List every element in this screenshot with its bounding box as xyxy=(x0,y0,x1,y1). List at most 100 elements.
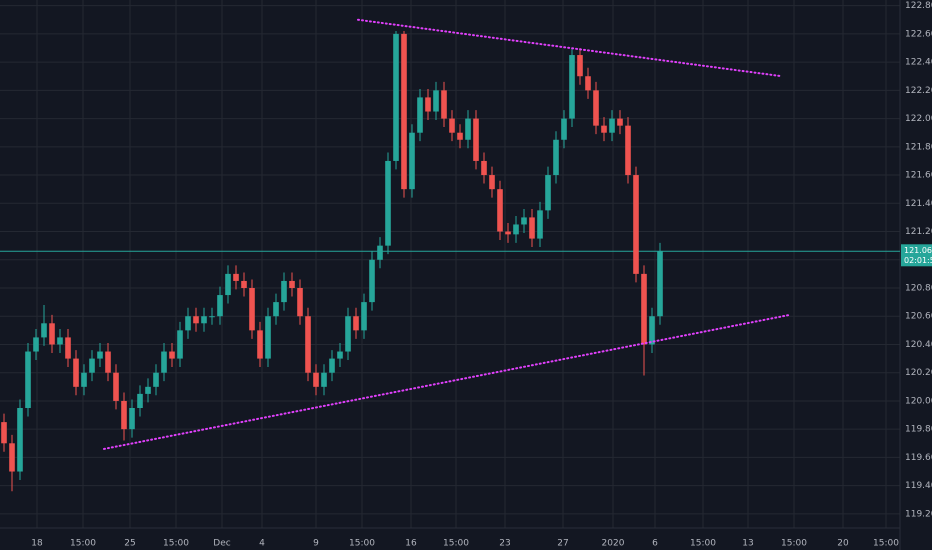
candle-body xyxy=(249,288,255,331)
candle-body xyxy=(513,224,519,235)
candle-body xyxy=(625,125,631,176)
x-tick-label: 15:00 xyxy=(163,539,189,549)
candle-body xyxy=(473,118,479,161)
candle-body xyxy=(529,217,535,239)
candle-body xyxy=(241,280,247,288)
candle-body xyxy=(129,408,135,430)
candle-body xyxy=(409,132,415,190)
candle-body xyxy=(649,316,655,345)
candle-body xyxy=(617,118,623,126)
candle-body xyxy=(601,125,607,133)
candle-body xyxy=(273,302,279,317)
candle-body xyxy=(577,55,583,77)
candle-body xyxy=(225,273,231,296)
candle-body xyxy=(609,118,615,133)
candle-body xyxy=(65,337,71,359)
candle-body xyxy=(593,90,599,126)
price-tag xyxy=(901,244,932,267)
candle-body xyxy=(113,372,119,401)
candle-body xyxy=(313,372,319,387)
y-tick-label: 121.400 xyxy=(905,199,932,209)
candle-body xyxy=(433,90,439,112)
candle-body xyxy=(401,33,407,190)
candle-body xyxy=(361,302,367,331)
candle-body xyxy=(73,358,79,387)
candle-body xyxy=(193,316,199,324)
y-tick-label: 120.000 xyxy=(905,396,932,406)
candle-body xyxy=(97,351,103,359)
candle-body xyxy=(49,323,55,345)
candle-body xyxy=(537,210,543,239)
candle-body xyxy=(393,33,399,161)
x-tick-label: 4 xyxy=(259,539,265,549)
candle-body xyxy=(265,316,271,359)
candle-body xyxy=(641,273,647,345)
x-tick-label: 18 xyxy=(31,539,43,549)
candle-body xyxy=(633,175,639,274)
x-tick-label: 23 xyxy=(499,539,510,549)
x-tick-label: 15:00 xyxy=(690,539,716,549)
candle-body xyxy=(209,316,215,318)
candle-body xyxy=(369,259,375,303)
y-tick-label: 120.400 xyxy=(905,340,932,350)
x-tick-label: 13 xyxy=(742,539,753,549)
candle-body xyxy=(457,132,463,140)
candle-body xyxy=(9,443,15,472)
x-tick-label: 15:00 xyxy=(70,539,96,549)
candle-body xyxy=(25,351,31,408)
x-tick-label: 20 xyxy=(837,539,849,549)
candle-body xyxy=(353,316,359,331)
y-tick-label: 121.800 xyxy=(905,142,932,152)
countdown-label: 02:01:53 xyxy=(904,256,932,265)
candle-body xyxy=(521,217,527,225)
candle-body xyxy=(545,175,551,211)
candle-body xyxy=(201,316,207,324)
candle-body xyxy=(137,393,143,408)
y-tick-label: 119.600 xyxy=(905,453,932,463)
candle-body xyxy=(385,160,391,246)
y-tick-label: 119.200 xyxy=(905,509,932,519)
candle-body xyxy=(33,337,39,352)
y-tick-label: 119.800 xyxy=(905,425,932,435)
candle-body xyxy=(465,118,471,140)
candle-body xyxy=(81,372,87,387)
candle-body xyxy=(561,118,567,140)
candle-body xyxy=(57,337,63,345)
candle-body xyxy=(153,372,159,387)
candle-body xyxy=(105,351,111,373)
x-tick-label: 25 xyxy=(124,539,135,549)
candle-body xyxy=(257,330,263,359)
candle-body xyxy=(297,288,303,317)
candle-body xyxy=(425,97,431,112)
candle-body xyxy=(449,118,455,133)
x-tick-label: 16 xyxy=(405,539,417,549)
candle-body xyxy=(441,90,447,119)
y-tick-label: 119.400 xyxy=(905,481,932,491)
trendline xyxy=(103,313,791,450)
candle-body xyxy=(17,408,23,472)
candle-body xyxy=(217,295,223,317)
x-tick-label: 15:00 xyxy=(873,539,899,549)
x-tick-label: 15:00 xyxy=(781,539,807,549)
candle-body xyxy=(553,139,559,176)
candle-body xyxy=(657,251,663,317)
candle-body xyxy=(505,231,511,235)
candle-body xyxy=(585,76,591,91)
candle-body xyxy=(305,316,311,373)
candle-body xyxy=(121,400,127,430)
y-tick-label: 121.600 xyxy=(905,171,932,181)
candle-body xyxy=(321,372,327,387)
y-tick-label: 122.800 xyxy=(905,1,932,11)
candle-body xyxy=(377,245,383,260)
candle-body xyxy=(41,323,47,338)
candle-body xyxy=(1,422,7,444)
candle-body xyxy=(161,351,167,373)
candle-body xyxy=(345,316,351,352)
y-tick-label: 121.200 xyxy=(905,227,932,237)
y-tick-label: 120.200 xyxy=(905,368,932,378)
candle-body xyxy=(489,175,495,190)
candle-body xyxy=(337,351,343,359)
